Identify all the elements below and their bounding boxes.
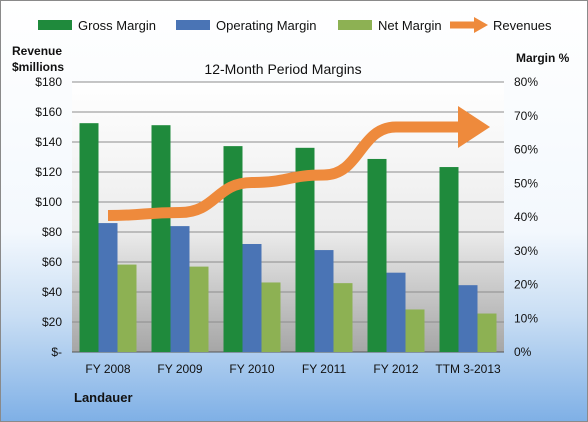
legend-label: Revenues bbox=[493, 18, 552, 33]
x-tick-label: FY 2008 bbox=[85, 362, 130, 376]
chart-title: 12-Month Period Margins bbox=[204, 61, 361, 77]
right-tick-label: 70% bbox=[514, 109, 538, 123]
left-axis-label-line1: Revenue bbox=[12, 44, 62, 58]
bar bbox=[333, 283, 353, 352]
right-tick-label: 60% bbox=[514, 143, 538, 157]
bar bbox=[223, 146, 243, 352]
bar bbox=[117, 264, 137, 352]
x-tick-label: FY 2011 bbox=[302, 362, 347, 376]
legend-label: Operating Margin bbox=[216, 18, 316, 33]
revenue-line-path bbox=[107, 121, 468, 221]
right-tick-label: 40% bbox=[514, 210, 538, 224]
bar bbox=[367, 158, 387, 352]
left-tick-label: $80 bbox=[42, 225, 62, 239]
left-tick-label: $- bbox=[51, 345, 62, 359]
legend-swatch-arrow bbox=[474, 17, 488, 33]
bar bbox=[477, 313, 497, 352]
x-tick-label: FY 2012 bbox=[373, 362, 418, 376]
bar bbox=[242, 244, 262, 352]
right-tick-label: 0% bbox=[514, 345, 532, 359]
bar bbox=[314, 250, 334, 352]
bar bbox=[151, 125, 171, 352]
left-tick-label: $20 bbox=[42, 315, 62, 329]
legend-swatch bbox=[176, 20, 210, 30]
left-tick-label: $140 bbox=[35, 135, 62, 149]
revenue-arrowhead bbox=[458, 106, 490, 148]
bars bbox=[79, 123, 497, 352]
right-tick-label: 10% bbox=[514, 311, 538, 325]
legend-label: Net Margin bbox=[378, 18, 442, 33]
right-axis-label: Margin % bbox=[516, 51, 570, 65]
bar bbox=[79, 123, 99, 352]
legend-swatch bbox=[38, 20, 72, 30]
left-tick-label: $180 bbox=[35, 75, 62, 89]
x-axis-ticks: FY 2008 FY 2009 FY 2010 FY 2011 FY 2012 TTM 3… bbox=[85, 362, 501, 376]
x-tick-label: FY 2010 bbox=[229, 362, 274, 376]
bar bbox=[386, 272, 406, 352]
x-tick-label: TTM 3-2013 bbox=[435, 362, 501, 376]
bar bbox=[189, 266, 209, 352]
right-axis-ticks: 0% 10% 20% 30% 40% 50% 60% 70% 80% bbox=[514, 75, 538, 359]
revenue-line bbox=[107, 106, 490, 221]
bar bbox=[458, 285, 478, 352]
bar bbox=[405, 309, 425, 352]
legend-swatch bbox=[338, 20, 372, 30]
bar bbox=[439, 167, 459, 352]
right-tick-label: 20% bbox=[514, 278, 538, 292]
x-tick-label: FY 2009 bbox=[157, 362, 202, 376]
left-tick-label: $40 bbox=[42, 285, 62, 299]
left-tick-label: $120 bbox=[35, 165, 62, 179]
left-tick-label: $160 bbox=[35, 105, 62, 119]
left-axis-label-line2: $millions bbox=[12, 60, 64, 74]
left-axis-ticks: $- $20 $40 $60 $80 $100 $120 $140 $160 $180 bbox=[35, 75, 62, 359]
gridlines bbox=[72, 81, 504, 353]
legend: Gross Margin Operating Margin Net Margin Re… bbox=[38, 17, 552, 33]
bar bbox=[98, 223, 118, 352]
bar bbox=[170, 226, 190, 352]
right-tick-label: 50% bbox=[514, 176, 538, 190]
bar bbox=[261, 282, 281, 352]
right-tick-label: 80% bbox=[514, 75, 538, 89]
bar bbox=[295, 147, 315, 352]
right-tick-label: 30% bbox=[514, 244, 538, 258]
company-label: Landauer bbox=[74, 390, 133, 405]
legend-label: Gross Margin bbox=[78, 18, 156, 33]
left-tick-label: $100 bbox=[35, 195, 62, 209]
left-tick-label: $60 bbox=[42, 255, 62, 269]
